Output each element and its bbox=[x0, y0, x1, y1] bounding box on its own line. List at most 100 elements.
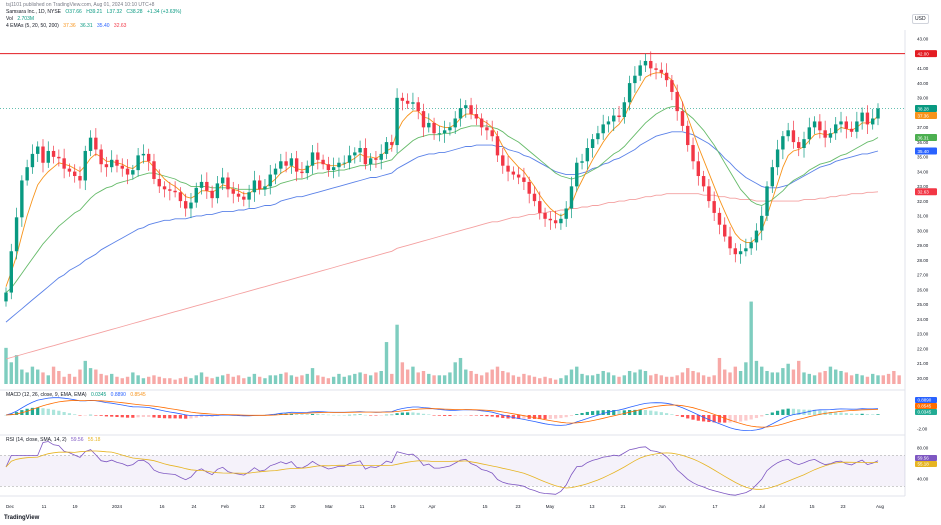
volume-bar bbox=[807, 373, 811, 384]
volume-bar bbox=[416, 372, 420, 384]
volume-bar bbox=[479, 375, 484, 384]
volume-bar bbox=[294, 376, 299, 384]
candle bbox=[220, 177, 225, 184]
candle bbox=[458, 108, 463, 119]
macd-histogram-bar bbox=[849, 413, 854, 415]
macd-price-tag-label: 0.8890 bbox=[918, 398, 932, 403]
volume-bar bbox=[606, 372, 611, 384]
macd-histogram-bar bbox=[62, 412, 66, 415]
candle bbox=[273, 168, 278, 175]
volume-bar bbox=[543, 376, 547, 384]
macd-histogram-bar bbox=[110, 415, 114, 417]
candle bbox=[257, 180, 262, 190]
candle bbox=[495, 136, 500, 156]
volume-bar bbox=[490, 369, 494, 384]
ohlc-open: O37.66 bbox=[65, 9, 82, 15]
candle bbox=[88, 137, 93, 151]
candle bbox=[686, 125, 690, 146]
candle bbox=[51, 150, 56, 157]
volume-bar bbox=[458, 357, 463, 384]
rsi-ma-value: 55.18 bbox=[87, 437, 101, 443]
macd-histogram-bar bbox=[347, 414, 352, 416]
candle bbox=[828, 133, 833, 138]
candle bbox=[744, 248, 748, 252]
volume-bar bbox=[14, 355, 19, 384]
macd-histogram-bar bbox=[189, 415, 193, 419]
ohlc-close: C38.28 bbox=[126, 9, 143, 15]
macd-histogram-bar bbox=[273, 414, 278, 415]
macd-histogram-bar bbox=[173, 415, 177, 419]
time-tick-label: Feb bbox=[221, 504, 229, 509]
candle bbox=[860, 112, 864, 122]
candle bbox=[416, 102, 420, 112]
candle bbox=[760, 215, 764, 231]
volume-bar bbox=[617, 376, 621, 384]
macd-histogram-bar bbox=[622, 410, 626, 415]
macd-histogram-bar bbox=[744, 415, 748, 421]
macd-price-tag-label: 0.8545 bbox=[918, 404, 932, 409]
volume-bar bbox=[612, 375, 616, 384]
volume-bar bbox=[464, 369, 468, 384]
candle bbox=[300, 171, 304, 174]
volume-bar bbox=[627, 370, 632, 384]
volume-bar bbox=[268, 375, 272, 384]
volume-bar bbox=[247, 376, 251, 384]
macd-histogram-bar bbox=[115, 415, 119, 418]
macd-histogram-bar bbox=[585, 411, 589, 415]
candle bbox=[707, 186, 711, 202]
rsi-price-tag-label: 55.18 bbox=[918, 462, 930, 467]
volume-value: 2.703M bbox=[17, 16, 35, 22]
volume-bar bbox=[733, 366, 738, 384]
price-tick-label: 34.00 bbox=[917, 169, 929, 174]
macd-histogram-bar bbox=[41, 408, 45, 415]
macd-histogram-bar bbox=[363, 414, 367, 416]
candle bbox=[696, 161, 701, 177]
volume-bar bbox=[131, 372, 135, 384]
rsi-value: 59.56 bbox=[70, 437, 84, 443]
candle bbox=[205, 181, 209, 191]
price-tick-label: 26.00 bbox=[917, 287, 929, 292]
candle bbox=[136, 155, 140, 171]
candle bbox=[701, 176, 706, 187]
volume-bar bbox=[326, 378, 331, 384]
ohlc-low: L37.32 bbox=[106, 9, 123, 15]
macd-histogram-bar bbox=[474, 415, 478, 416]
price-tick-label: 43.00 bbox=[917, 37, 929, 42]
candle bbox=[279, 161, 283, 169]
macd-histogram-bar bbox=[532, 415, 537, 419]
volume-bar bbox=[453, 362, 457, 384]
volume-bar bbox=[353, 373, 357, 384]
candle bbox=[871, 118, 875, 125]
volume-bar bbox=[363, 373, 368, 384]
volume-line: Vol 2.703M bbox=[6, 16, 37, 22]
volume-bar bbox=[125, 376, 130, 384]
candle bbox=[331, 167, 336, 171]
macd-histogram-bar bbox=[633, 409, 637, 415]
candle bbox=[818, 121, 822, 131]
currency-button[interactable]: USD bbox=[912, 14, 929, 24]
volume-bar bbox=[855, 373, 859, 384]
macd-histogram-bar bbox=[205, 415, 209, 417]
time-tick-label: 23 bbox=[515, 504, 521, 509]
candle bbox=[67, 168, 72, 172]
candle bbox=[25, 167, 29, 181]
candle bbox=[379, 153, 383, 160]
macd-histogram-bar bbox=[522, 415, 526, 419]
resistance-price-tag bbox=[915, 50, 937, 58]
macd-histogram-bar bbox=[390, 414, 394, 416]
macd-histogram-bar bbox=[612, 410, 616, 415]
volume-bar bbox=[316, 375, 320, 384]
rsi-label: RSI (14, close, SMA, 14, 2) bbox=[6, 437, 67, 443]
price-tag bbox=[915, 147, 937, 155]
price-tag-label: 35.40 bbox=[918, 149, 930, 154]
volume-bar bbox=[220, 375, 225, 384]
volume-bar bbox=[374, 372, 378, 384]
candle bbox=[83, 150, 87, 181]
volume-bar bbox=[41, 372, 45, 384]
candle bbox=[723, 224, 727, 237]
candle bbox=[183, 201, 188, 209]
macd-histogram-bar bbox=[194, 415, 198, 418]
candle bbox=[538, 201, 542, 213]
price-tick-label: 40.00 bbox=[917, 81, 929, 86]
